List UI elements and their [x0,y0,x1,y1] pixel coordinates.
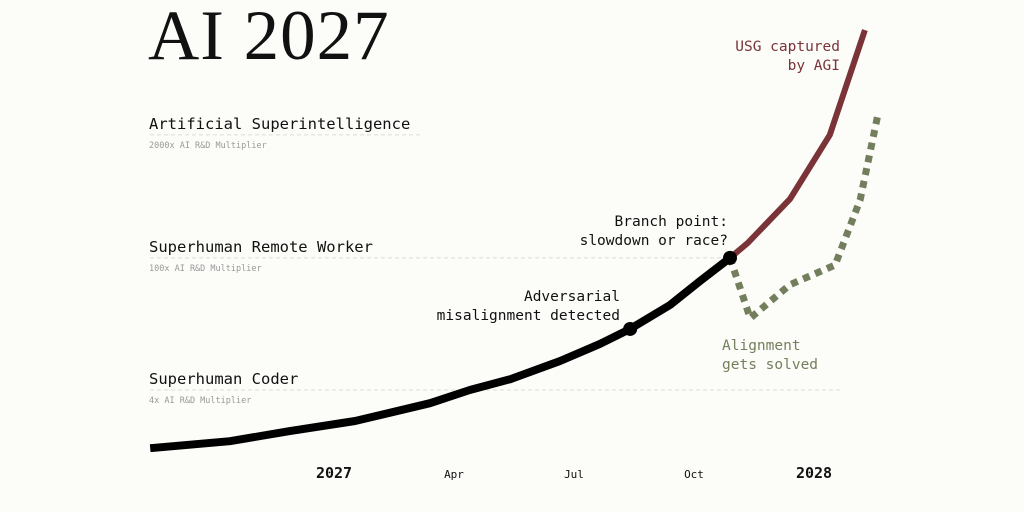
series-line-slowdown [726,114,882,322]
level-label: Artificial Superintelligence [149,115,410,133]
annotation-text: USG captured [735,39,840,55]
x-tick-label: Oct [684,468,704,481]
x-tick-label: Apr [444,468,464,481]
level-label: Superhuman Coder [149,370,298,388]
level-sublabel: 2000x AI R&D Multiplier [149,141,267,151]
x-tick-label: 2028 [796,464,832,482]
annotation-text: by AGI [788,58,840,74]
event-marker [623,321,638,336]
level-sublabel: 4x AI R&D Multiplier [149,396,251,406]
page-title: AI 2027 [148,0,390,75]
annotation-text: Branch point: [615,214,729,230]
x-tick-label: 2027 [316,464,352,482]
annotation-text: Alignment [722,338,801,354]
series-line-race [728,29,868,261]
annotation-text: Adversarial [524,289,620,305]
annotation-text: misalignment detected [437,308,620,324]
annotation-text: slowdown or race? [580,233,728,249]
level-sublabel: 100x AI R&D Multiplier [149,264,262,274]
x-tick-label: Jul [564,468,584,481]
series-line-main [149,254,733,453]
annotation-text: gets solved [722,357,818,373]
level-label: Superhuman Remote Worker [149,238,373,256]
event-marker [723,250,737,265]
